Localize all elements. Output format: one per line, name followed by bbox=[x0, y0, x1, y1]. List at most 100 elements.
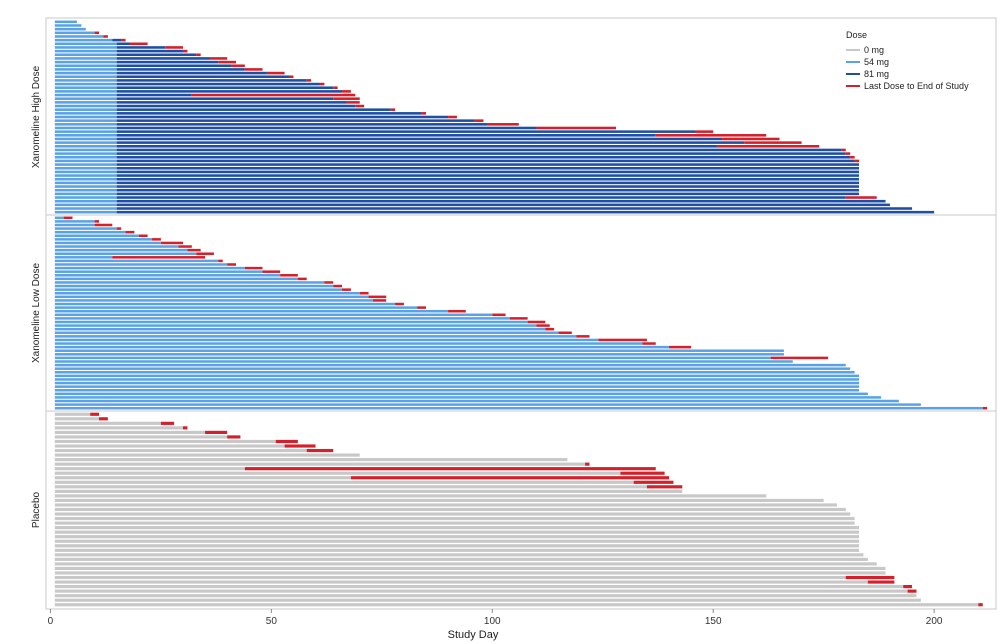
bar-segment-dose bbox=[54, 277, 298, 281]
bar-segment-dose bbox=[54, 426, 183, 430]
bar-segment-54mg bbox=[54, 174, 117, 177]
subject-row bbox=[54, 90, 351, 93]
x-tick-label: 50 bbox=[266, 616, 278, 627]
bar-segment-last-dose bbox=[576, 335, 590, 338]
subject-row bbox=[54, 86, 338, 89]
subject-row bbox=[54, 104, 365, 108]
bar-segment-dose bbox=[54, 363, 846, 367]
subject-row bbox=[54, 388, 860, 392]
subject-row bbox=[54, 562, 877, 566]
subject-row bbox=[54, 38, 126, 42]
bar-segment-last-dose bbox=[152, 238, 161, 241]
subject-row bbox=[54, 49, 188, 53]
bar-segment-dose bbox=[54, 266, 245, 270]
bar-segment-dose bbox=[54, 476, 351, 480]
bar-segment-54mg bbox=[54, 130, 117, 133]
bar-segment-81mg bbox=[116, 60, 219, 64]
subject-row bbox=[54, 227, 122, 230]
bar-segment-dose bbox=[54, 412, 91, 416]
bar-segment-81mg bbox=[116, 141, 745, 144]
bar-segment-dose bbox=[54, 392, 868, 396]
bar-segment-54mg bbox=[54, 93, 117, 97]
subject-row bbox=[54, 399, 899, 403]
bar-segment-54mg bbox=[54, 181, 117, 185]
bar-segment-81mg bbox=[116, 196, 846, 199]
subject-row bbox=[54, 417, 108, 421]
subject-row bbox=[54, 299, 387, 302]
bar-segment-last-dose bbox=[421, 112, 426, 115]
bar-segment-dose bbox=[54, 444, 285, 448]
panel-label-low-dose: Xanomeline Low Dose bbox=[31, 263, 42, 363]
bar-segment-54mg bbox=[54, 90, 117, 93]
subject-row bbox=[54, 35, 108, 38]
bar-segment-dose bbox=[54, 227, 117, 230]
bar-segment-dose bbox=[54, 288, 343, 291]
bar-segment-last-dose bbox=[116, 227, 122, 230]
subject-row bbox=[54, 360, 793, 363]
subject-row bbox=[54, 71, 285, 75]
bar-segment-dose bbox=[54, 306, 418, 309]
bar-segment-81mg bbox=[116, 210, 935, 214]
bar-segment-dose bbox=[54, 535, 860, 539]
subject-row bbox=[54, 412, 100, 416]
subject-row bbox=[54, 223, 113, 227]
bar-segment-last-dose bbox=[841, 148, 846, 152]
bar-segment-dose bbox=[54, 448, 307, 453]
bar-segment-last-dose bbox=[642, 342, 656, 345]
subject-row bbox=[54, 281, 334, 284]
bar-segment-last-dose bbox=[845, 196, 877, 199]
bar-segment-dose bbox=[54, 580, 868, 584]
bar-segment-81mg bbox=[116, 49, 183, 53]
bar-segment-dose bbox=[54, 557, 868, 561]
bar-segment-54mg bbox=[54, 188, 117, 192]
subject-row bbox=[54, 152, 851, 155]
bar-segment-last-dose bbox=[770, 356, 829, 360]
legend: Dose 0 mg 54 mg 81 mg Last Dose to End o… bbox=[846, 30, 969, 91]
bar-segment-last-dose bbox=[333, 97, 360, 100]
bar-segment-dose bbox=[54, 360, 793, 363]
subject-row bbox=[54, 266, 263, 270]
bar-segment-54mg bbox=[54, 101, 117, 104]
x-tick-label: 200 bbox=[926, 616, 943, 627]
bar-segment-81mg bbox=[116, 155, 851, 159]
subject-row bbox=[54, 256, 206, 259]
subject-row bbox=[54, 234, 148, 238]
bar-segment-last-dose bbox=[103, 35, 108, 38]
panel-label-placebo: Placebo bbox=[31, 491, 42, 528]
bar-segment-last-dose bbox=[333, 86, 338, 89]
bar-segment-54mg bbox=[54, 137, 117, 141]
subject-row bbox=[54, 539, 860, 543]
bar-segment-last-dose bbox=[94, 223, 113, 227]
bar-segment-dose bbox=[54, 327, 546, 331]
bar-segment-last-dose bbox=[448, 115, 457, 119]
bar-segment-81mg bbox=[116, 97, 334, 100]
bar-segment-dose bbox=[54, 421, 161, 425]
subject-row bbox=[54, 20, 77, 24]
bar-segment-last-dose bbox=[244, 68, 263, 71]
bar-segment-54mg bbox=[54, 71, 117, 75]
bar-segment-last-dose bbox=[191, 93, 356, 97]
bar-segment-81mg bbox=[116, 46, 166, 49]
bar-segment-last-dose bbox=[284, 444, 316, 448]
subject-row bbox=[54, 494, 767, 498]
bar-segment-81mg bbox=[116, 203, 890, 207]
bar-segment-dose bbox=[54, 503, 837, 507]
bar-segment-dose bbox=[54, 223, 95, 227]
subject-row bbox=[54, 134, 767, 137]
subject-row bbox=[54, 97, 360, 100]
bar-segment-81mg bbox=[116, 71, 267, 75]
bar-segment-dose bbox=[54, 507, 846, 512]
bar-segment-dose bbox=[54, 302, 396, 306]
bar-segment-dose bbox=[54, 381, 860, 385]
subject-row bbox=[54, 430, 228, 434]
subject-row bbox=[54, 203, 890, 207]
bar-segment-dose bbox=[54, 458, 568, 462]
bar-segment-81mg bbox=[116, 152, 846, 155]
bar-segment-last-dose bbox=[536, 126, 616, 130]
subject-row bbox=[54, 338, 647, 342]
bar-segment-last-dose bbox=[492, 313, 506, 317]
subject-row bbox=[54, 277, 307, 281]
subject-row bbox=[54, 489, 683, 493]
bar-segment-81mg bbox=[116, 79, 307, 82]
legend-title: Dose bbox=[846, 30, 867, 40]
